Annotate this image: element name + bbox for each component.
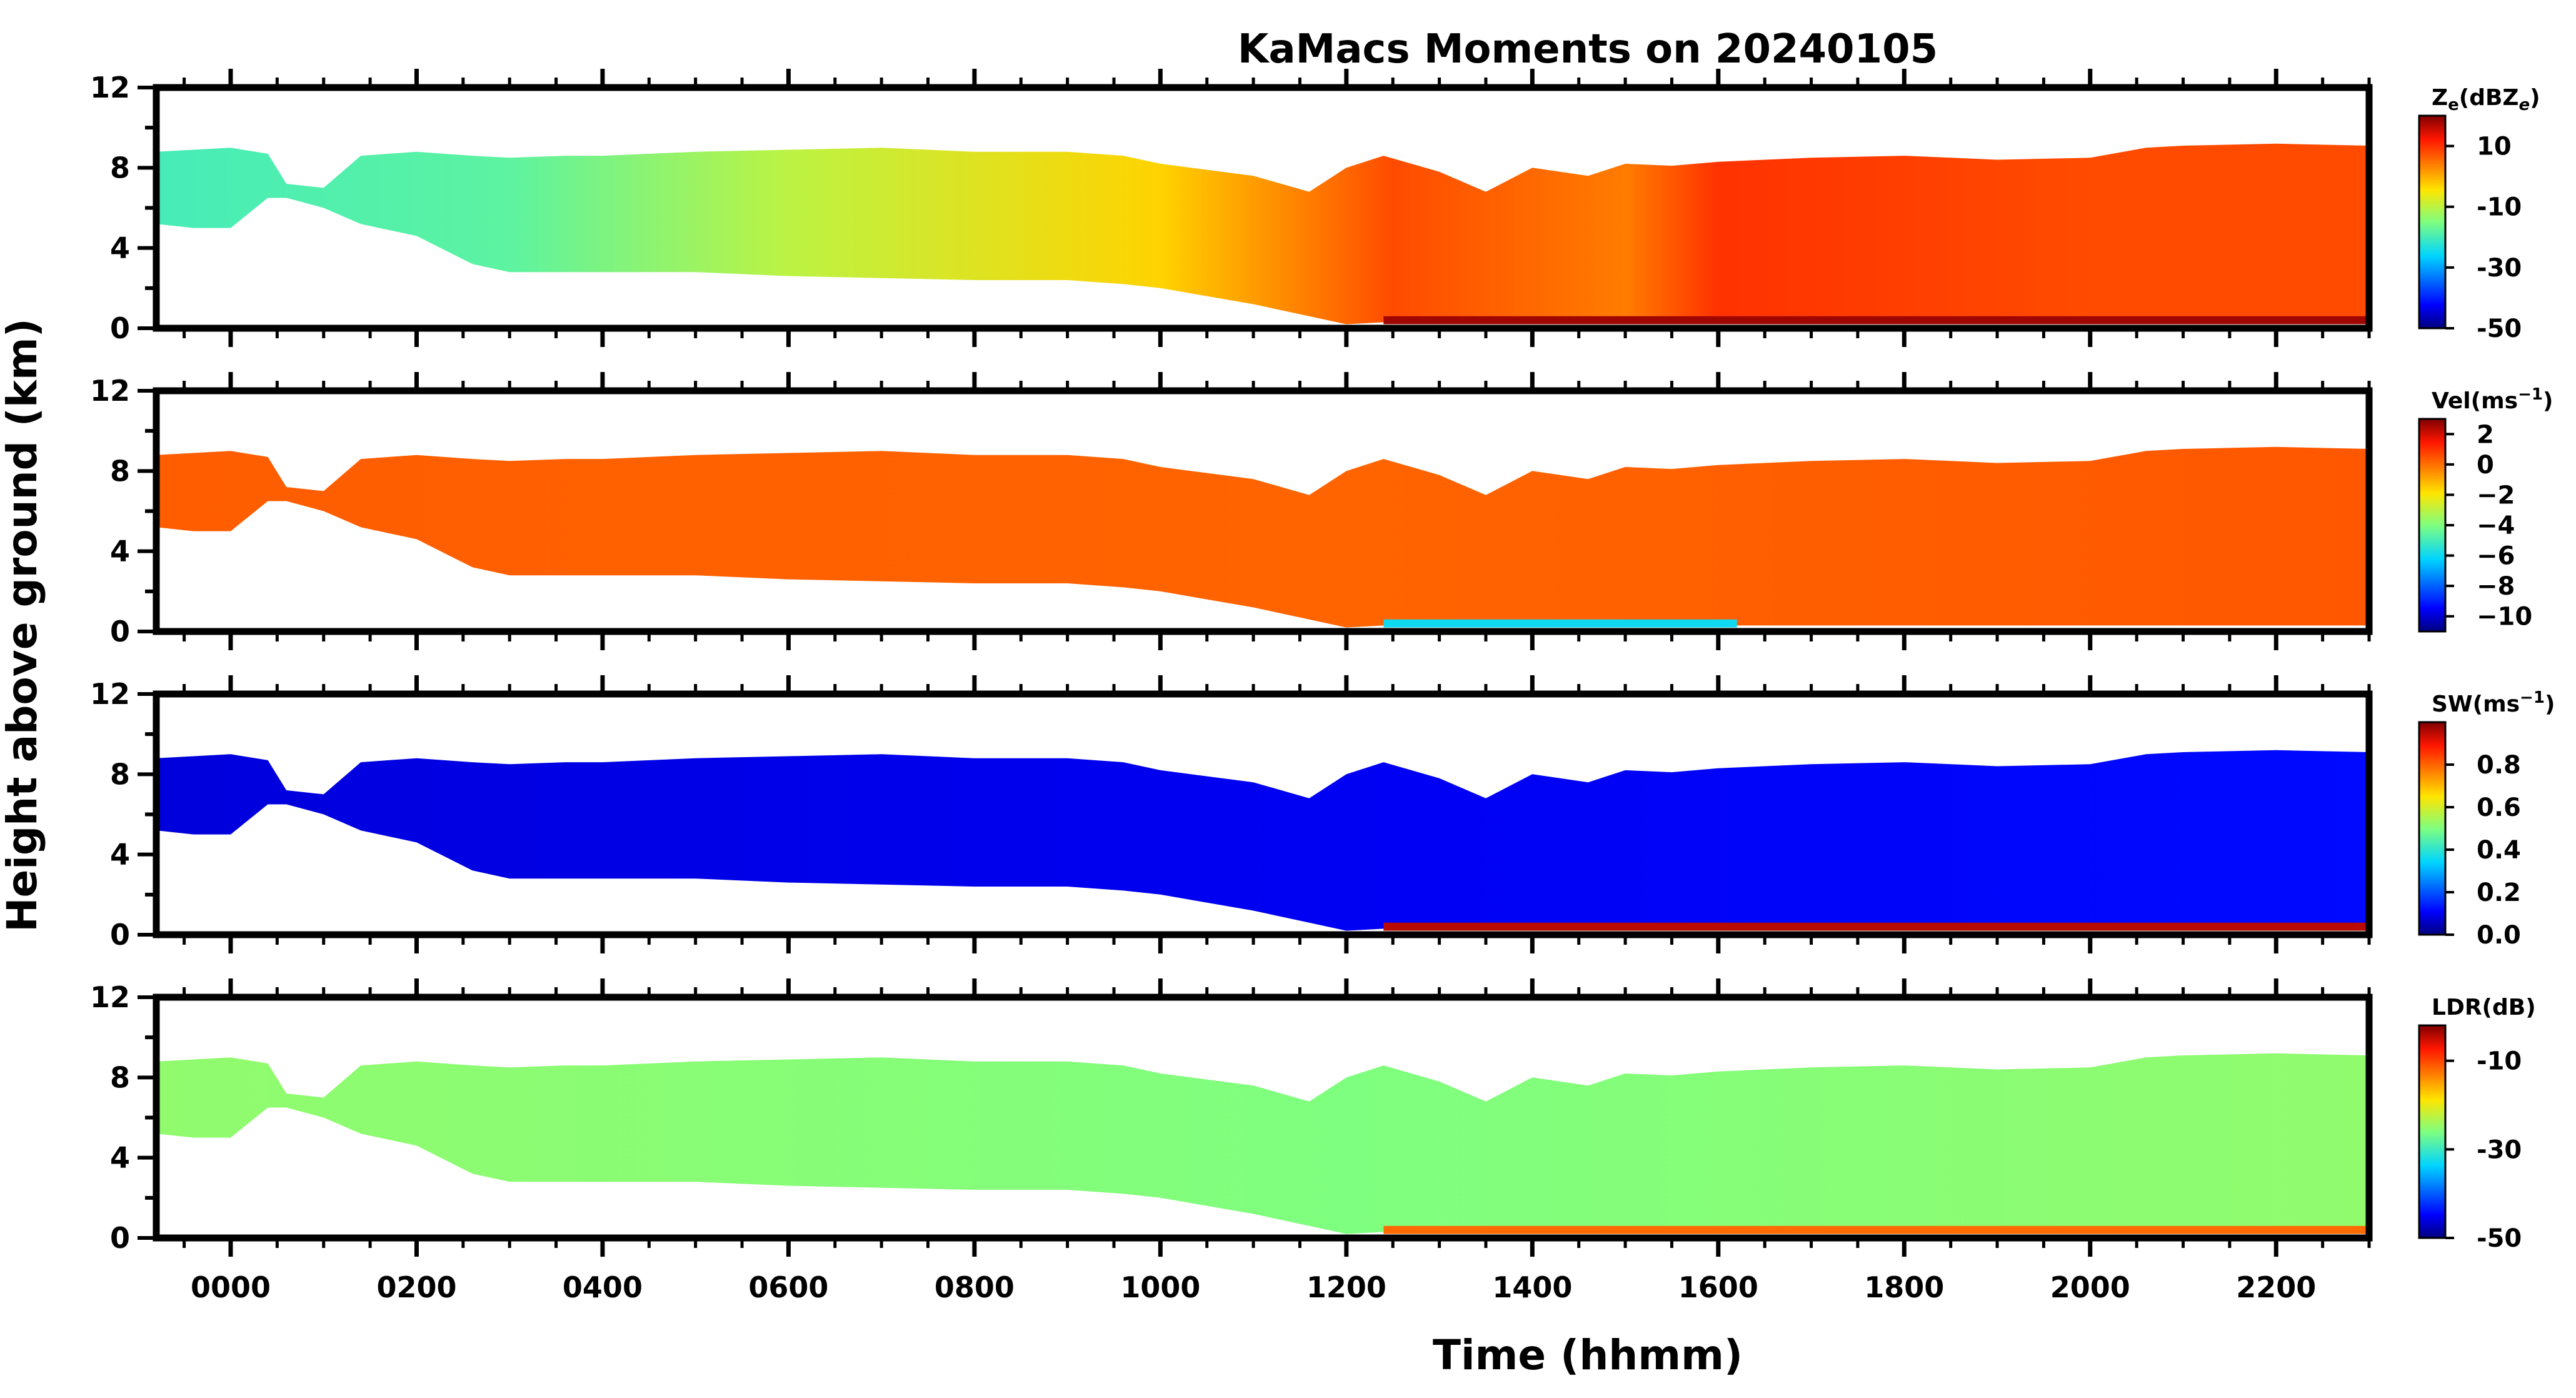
colorbar <box>2418 114 2447 329</box>
colorbar-tick-label: 0.4 <box>2477 836 2521 865</box>
colorbar <box>2418 1024 2447 1239</box>
colorbar-tick-label: -30 <box>2477 254 2522 283</box>
colorbar-label-part: (ms <box>2473 691 2520 717</box>
colorbar-label-part: (dBZ <box>2459 85 2519 111</box>
panel-1: 0 4 8 12 10 -10 -30 -50 Ze(dBZe) <box>90 69 2540 347</box>
cloud-field <box>156 446 2369 628</box>
colorbar-label-part: −1 <box>2520 688 2545 707</box>
surface-band <box>1383 922 2369 931</box>
x-tick-label: 1600 <box>1678 1270 1758 1304</box>
colorbar-label-part: e <box>2519 96 2530 114</box>
colorbar-tick-label: −6 <box>2477 542 2515 571</box>
colorbar-tick-label: 0.6 <box>2477 793 2521 822</box>
cloud-field <box>156 143 2369 324</box>
x-axis-label: Time (hhmm) <box>1433 1331 1743 1379</box>
y-tick-label: 8 <box>110 757 130 791</box>
y-tick-label: 12 <box>90 71 130 104</box>
colorbar-tick-label: 0 <box>2477 451 2494 480</box>
y-tick-label: 0 <box>110 615 130 648</box>
x-tick-label: 0800 <box>935 1270 1015 1304</box>
colorbar-tick-label: −2 <box>2477 481 2515 510</box>
y-tick-label: 0 <box>110 311 130 345</box>
chart-title: KaMacs Moments on 20240105 <box>1238 26 1938 73</box>
y-tick-label: 12 <box>90 677 130 711</box>
colorbar-label-part: ) <box>2530 85 2540 111</box>
x-tick-label: 0000 <box>191 1270 271 1304</box>
colorbar-tick-label: -30 <box>2477 1135 2522 1164</box>
surface-band <box>1383 316 2369 324</box>
colorbar-label-part: ) <box>2545 691 2555 717</box>
colorbar-label: Vel(ms−1) <box>2432 385 2553 414</box>
y-tick-label: 4 <box>110 1141 130 1175</box>
colorbar-label-part: LDR <box>2432 995 2482 1020</box>
cloud-field <box>156 750 2369 931</box>
colorbar-label-part: SW <box>2432 691 2473 717</box>
colorbar-tick-label: 2 <box>2477 420 2494 449</box>
surface-band <box>1383 619 1737 628</box>
y-tick-label: 4 <box>110 535 130 568</box>
colorbar-tick-label: -50 <box>2477 1224 2522 1253</box>
colorbar <box>2418 721 2447 936</box>
x-tick-label: 2000 <box>2050 1270 2130 1304</box>
x-tick-labels: 0000 0200 0400 0600 0800 1000 1200 1400 1600 1800… <box>191 1270 2316 1304</box>
colorbar-label-part: Vel <box>2432 388 2471 414</box>
x-tick-label: 2200 <box>2236 1270 2316 1304</box>
x-tick-label: 0600 <box>748 1270 828 1304</box>
colorbar-tick-label: 0.2 <box>2477 878 2521 907</box>
colorbar-label-part: e <box>2448 96 2459 114</box>
colorbar <box>2418 418 2447 633</box>
colorbar-label-part: −1 <box>2518 385 2543 404</box>
x-tick-label: 1800 <box>1864 1270 1944 1304</box>
y-tick-label: 4 <box>110 231 130 265</box>
x-tick-label: 1400 <box>1492 1270 1572 1304</box>
colorbar-tick-label: -10 <box>2477 193 2522 222</box>
colorbar-tick-label: 10 <box>2477 133 2512 161</box>
colorbar-label: Ze(dBZe) <box>2432 85 2540 114</box>
x-tick-label: 1200 <box>1306 1270 1386 1304</box>
x-tick-label: 0200 <box>376 1270 456 1304</box>
colorbar-tick-label: −8 <box>2477 572 2515 601</box>
colorbar-tick-label: 0.8 <box>2477 751 2521 780</box>
panel-3: 0 4 8 12 0.8 0.6 0.4 0.2 0.0 SW(ms−1) <box>90 675 2555 953</box>
panels: 0481210-10-30-50Ze(dBZe)0481220−2−4−6−8−… <box>90 69 2555 1257</box>
colorbar-label-part: (ms <box>2471 388 2518 414</box>
y-tick-label: 8 <box>110 151 130 184</box>
cloud-field <box>156 1053 2369 1234</box>
colorbar-label-part: (dB) <box>2482 995 2536 1020</box>
colorbar-tick-label: 0.0 <box>2477 921 2521 950</box>
colorbar-tick-label: -10 <box>2477 1047 2522 1076</box>
colorbar-label: SW(ms−1) <box>2432 688 2555 717</box>
y-tick-label: 4 <box>110 838 130 872</box>
colorbar-label-part: Z <box>2432 85 2448 111</box>
colorbar-tick-label: −4 <box>2477 511 2515 540</box>
colorbar-tick-label: −10 <box>2477 603 2532 631</box>
colorbar-label-part: ) <box>2543 388 2553 414</box>
y-tick-label: 12 <box>90 374 130 408</box>
surface-band <box>1383 1225 2369 1234</box>
colorbar-label: LDR(dB) <box>2432 995 2536 1020</box>
y-tick-label: 0 <box>110 918 130 952</box>
y-axis-label: Height above ground (km) <box>0 318 46 932</box>
y-tick-label: 8 <box>110 454 130 488</box>
x-tick-label: 1000 <box>1120 1270 1200 1304</box>
x-tick-label: 0400 <box>563 1270 643 1304</box>
colorbar-tick-label: -50 <box>2477 314 2522 343</box>
y-tick-label: 12 <box>90 980 130 1014</box>
y-tick-label: 8 <box>110 1060 130 1094</box>
panel-4: 0 4 8 12 -10 -30 -50 LDR(dB) <box>90 978 2536 1257</box>
y-tick-label: 0 <box>110 1221 130 1255</box>
